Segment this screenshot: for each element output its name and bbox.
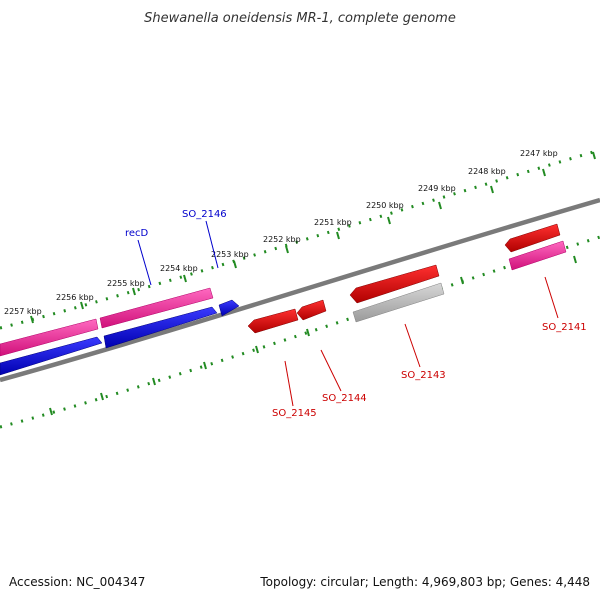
ruler-tick: [233, 260, 237, 269]
pink-gene-arrow[interactable]: [508, 240, 567, 271]
tick-label: 2248 kbp: [468, 167, 506, 176]
ruler-tick: [285, 245, 289, 254]
ruler-tick: [100, 392, 104, 401]
ruler-tick: [387, 216, 391, 225]
ruler-tick: [132, 287, 136, 296]
ruler-tick: [49, 407, 53, 416]
forward-genes: [0, 287, 240, 376]
gene-label-recD[interactable]: recD: [125, 228, 149, 239]
red-gene-arrow[interactable]: [296, 299, 327, 321]
SO_2146-leader-line: [205, 220, 219, 269]
tick-label: 2251 kbp: [314, 218, 352, 227]
gene-label-SO_2144[interactable]: SO_2144: [322, 393, 367, 404]
gray-gene-arrow[interactable]: [352, 282, 445, 323]
ruler-tick: [490, 185, 494, 194]
ruler-tick: [460, 276, 464, 285]
gene-label-SO_2143[interactable]: SO_2143: [401, 370, 446, 381]
blue-gene-arrow[interactable]: [218, 299, 240, 317]
map-title: Shewanella oneidensis MR-1, complete gen…: [144, 11, 456, 26]
tick-label: 2252 kbp: [263, 235, 301, 244]
upper-ruler: 2257 kbp 2256 kbp 2255 kbp 2254 kbp 2253…: [0, 148, 600, 330]
accession-text: Accession: NC_004347: [9, 575, 145, 589]
tick-label: 2250 kbp: [366, 201, 404, 210]
ruler-tick: [438, 201, 442, 210]
ruler-tick: [573, 255, 577, 264]
tick-label: 2253 kbp: [211, 250, 249, 259]
blue-gene-arrow[interactable]: [0, 336, 103, 376]
gene-label-SO_2146[interactable]: SO_2146: [182, 209, 227, 220]
lower-ruler-line: [0, 235, 600, 429]
tick-label: 2257 kbp: [4, 307, 42, 316]
upper-ruler-line: [0, 148, 600, 330]
SO_2143-leader-line: [404, 323, 421, 368]
pink-gene-arrow[interactable]: [99, 287, 214, 329]
reverse-genes: [247, 223, 567, 334]
ruler-tick: [542, 168, 546, 177]
ruler-tick: [336, 231, 340, 240]
SO_2144-leader-line: [320, 349, 342, 392]
ruler-tick: [30, 315, 34, 324]
ruler-tick: [152, 377, 156, 386]
SO_2141-leader-line: [544, 276, 559, 319]
blue-gene-arrow[interactable]: [103, 306, 218, 349]
red-gene-arrow[interactable]: [504, 223, 561, 253]
genome-summary-text: Topology: circular; Length: 4,969,803 bp…: [259, 575, 590, 589]
red-gene-arrow[interactable]: [349, 264, 440, 304]
tick-label: 2255 kbp: [107, 279, 145, 288]
SO_2145-leader-line: [284, 360, 294, 407]
ruler-tick: [183, 274, 187, 283]
tick-label: 2249 kbp: [418, 184, 456, 193]
ruler-tick: [80, 301, 84, 310]
tick-label: 2256 kbp: [56, 293, 94, 302]
tick-label: 2247 kbp: [520, 149, 558, 158]
ruler-tick: [255, 345, 259, 354]
genome-backbone: [0, 197, 600, 383]
ruler-tick: [592, 151, 596, 160]
pink-gene-arrow[interactable]: [0, 318, 99, 357]
tick-label: 2254 kbp: [160, 264, 198, 273]
red-gene-arrow[interactable]: [247, 308, 299, 334]
gene-label-SO_2141[interactable]: SO_2141: [542, 322, 587, 333]
lower-ruler: [0, 235, 600, 429]
gene-label-SO_2145[interactable]: SO_2145: [272, 408, 317, 419]
recD-leader-line: [137, 239, 152, 286]
ruler-tick: [306, 328, 310, 337]
ruler-tick: [203, 361, 207, 370]
